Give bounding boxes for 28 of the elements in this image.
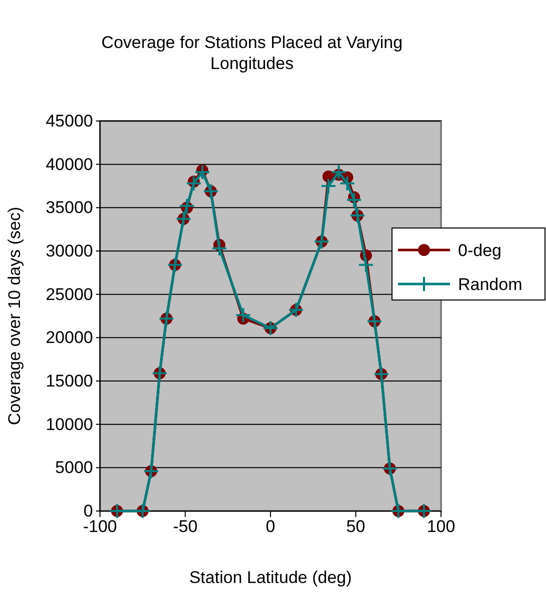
y-tick-label: 10000 <box>46 414 93 434</box>
y-tick-label: 30000 <box>46 241 93 260</box>
point <box>178 198 195 214</box>
point <box>330 164 347 180</box>
y-tick-label: 5000 <box>55 458 93 478</box>
point <box>346 192 362 208</box>
y-tick-label: 25000 <box>46 284 93 304</box>
x-axis-title: Station Latitude (deg) <box>189 568 352 587</box>
point <box>186 175 202 192</box>
legend-label: 0-deg <box>458 241 502 260</box>
point <box>235 307 252 324</box>
y-tick-label: 40000 <box>46 154 93 174</box>
chart-title: Coverage for Stations Placed at Varying Longitudes <box>101 33 403 73</box>
y-tick-label: 35000 <box>46 198 93 218</box>
point <box>339 175 356 192</box>
point <box>320 178 336 194</box>
point <box>194 164 210 180</box>
legend-label: Random <box>458 275 522 294</box>
x-tick-label: -50 <box>172 517 198 536</box>
y-tick-label: 20000 <box>46 328 93 348</box>
y-axis-title: Coverage over 10 days (sec) <box>5 206 24 426</box>
point <box>211 240 228 256</box>
point <box>358 256 374 273</box>
x-tick-label: 0 <box>266 517 276 536</box>
y-tick-label: 15000 <box>46 371 93 390</box>
y-tick-label: 45000 <box>46 111 93 130</box>
x-tick-label: 50 <box>346 517 366 536</box>
x-tick-label: 100 <box>426 517 456 536</box>
